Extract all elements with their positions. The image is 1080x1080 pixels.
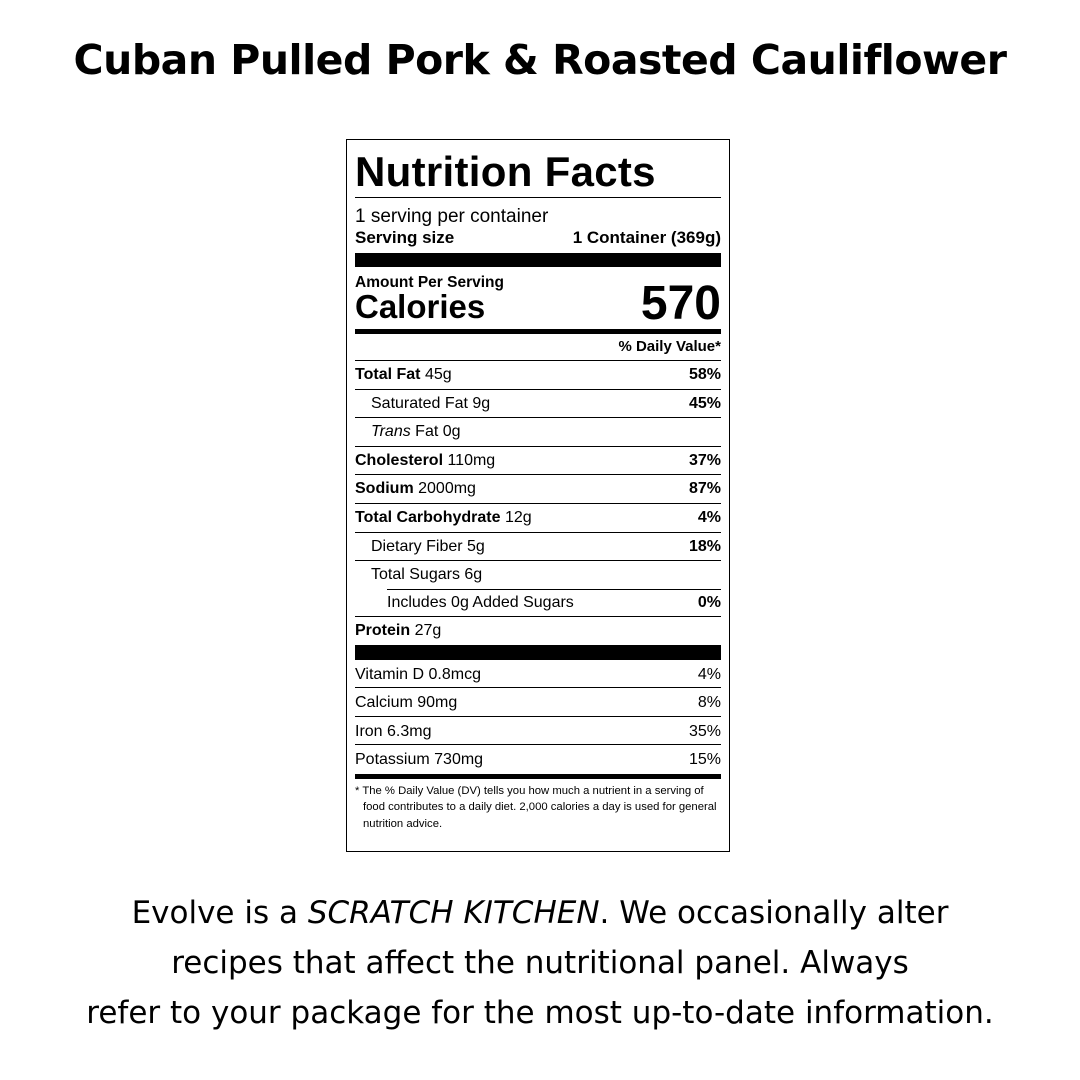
divider [355, 197, 721, 198]
disclaimer-text: . We occasionally alter [599, 895, 949, 931]
nutrient-name: Trans [371, 423, 411, 441]
vitamin-name: Vitamin D 0.8mcg [355, 665, 481, 683]
nutrient-dv: 4% [697, 508, 721, 526]
label-heading: Nutrition Facts [355, 148, 656, 195]
vitamin-row: Iron 6.3mg 35% [355, 715, 721, 745]
nutrient-dv: 0% [697, 593, 721, 611]
nutrient-name: Sodium [355, 480, 414, 498]
nutrient-amount: 5g [467, 537, 485, 555]
nutrient-row-sodium: Sodium 2000mg 87% [355, 474, 721, 503]
nutrient-name: Dietary Fiber [371, 537, 463, 555]
vitamin-dv: 35% [688, 722, 721, 740]
nutrient-row-saturated-fat: Saturated Fat 9g 45% [355, 388, 721, 418]
vitamin-name: Iron 6.3mg [355, 722, 432, 740]
nutrient-row-added-sugars: Includes 0g Added Sugars 0% [355, 588, 721, 617]
disclaimer-line-1: Evolve is a SCRATCH KITCHEN. We occasion… [0, 888, 1080, 938]
daily-value-header: % Daily Value* [618, 338, 721, 355]
nutrient-name: Includes 0g Added Sugars [387, 593, 574, 611]
nutrient-name: Total Carbohydrate [355, 508, 501, 526]
disclaimer-line-2: recipes that affect the nutritional pane… [171, 945, 909, 981]
nutrient-dv: 45% [688, 394, 721, 412]
nutrient-amount: 12g [504, 508, 532, 526]
nutrient-amount: 9g [472, 394, 491, 412]
nutrient-row-dietary-fiber: Dietary Fiber 5g 18% [355, 531, 721, 561]
disclaimer-text: Evolve is a [131, 895, 308, 931]
medium-divider [355, 329, 721, 334]
calories-row: Calories 570 [355, 280, 721, 328]
thick-divider [355, 253, 721, 267]
nutrient-name: Total Fat [355, 366, 421, 383]
calories-label: Calories [355, 288, 486, 325]
calories-value: 570 [640, 277, 721, 330]
nutrient-name: Cholesterol [355, 451, 444, 469]
nutrient-dv: 58% [688, 366, 721, 383]
nutrient-name: Total Sugars [371, 566, 460, 584]
nutrition-facts-label: Nutrition Facts 1 serving per container … [346, 139, 730, 852]
serving-size-label: Serving size [355, 228, 455, 247]
nutrient-amount: 0g [442, 423, 461, 441]
nutrient-row-total-sugars: Total Sugars 6g [355, 560, 721, 589]
nutrient-amount: 110mg [447, 451, 496, 469]
disclaimer-line-3: refer to your package for the most up-to… [86, 995, 994, 1031]
thick-divider [355, 644, 721, 660]
nutrient-name: Protein [355, 622, 411, 640]
servings-per-container: 1 serving per container [355, 206, 549, 227]
nutrient-row-total-fat: Total Fat 45g 58% [355, 360, 721, 389]
nutrient-row-total-carbohydrate: Total Carbohydrate 12g 4% [355, 502, 721, 532]
nutrient-amount: 27g [414, 622, 442, 640]
serving-size-value: 1 Container (369g) [572, 228, 721, 247]
vitamin-dv: 8% [697, 694, 721, 712]
disclaimer-emphasis: SCRATCH KITCHEN [307, 895, 600, 931]
nutrient-dv: 87% [688, 480, 721, 498]
nutrient-amount: 2000mg [418, 480, 476, 498]
vitamin-dv: 4% [697, 665, 721, 683]
nutrient-amount: 6g [464, 566, 483, 584]
medium-divider [355, 773, 721, 779]
nutrient-amount: 45g [424, 366, 452, 383]
vitamin-name: Calcium 90mg [355, 694, 458, 712]
vitamin-name: Potassium 730mg [355, 751, 484, 769]
amount-per-serving: Amount Per Serving [355, 274, 504, 291]
nutrient-row-cholesterol: Cholesterol 110mg 37% [355, 445, 721, 475]
vitamin-row: Potassium 730mg 15% [355, 744, 721, 773]
vitamin-row: Calcium 90mg 8% [355, 687, 721, 716]
nutrient-dv: 37% [688, 451, 721, 469]
nutrient-row-trans-fat: Trans Fat 0g [355, 417, 721, 446]
nutrient-row-protein: Protein 27g [355, 616, 721, 645]
footnote: * The % Daily Value (DV) tells you how m… [355, 784, 717, 830]
disclaimer: Evolve is a SCRATCH KITCHEN. We occasion… [0, 888, 1080, 1038]
serving-size: Serving size 1 Container (369g) [355, 228, 721, 248]
vitamin-dv: 15% [688, 751, 721, 769]
nutrient-name: Saturated Fat [371, 394, 468, 412]
nutrient-dv: 18% [688, 537, 721, 555]
vitamin-row: Vitamin D 0.8mcg 4% [355, 660, 721, 688]
nutrient-name-suffix: Fat [415, 423, 439, 441]
page-title: Cuban Pulled Pork & Roasted Cauliflower [73, 36, 1007, 84]
